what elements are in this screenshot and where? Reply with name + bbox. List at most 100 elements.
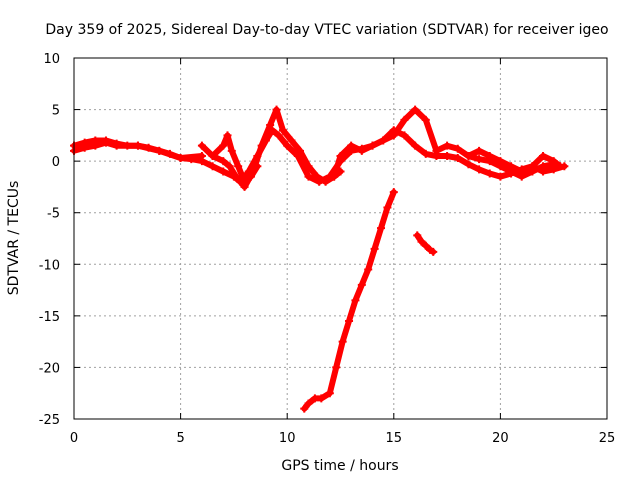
data-point [539,151,548,160]
data-point [223,131,232,140]
data-point [357,146,366,155]
data-point [485,157,494,166]
data-point [219,167,228,176]
data-point [517,172,526,181]
data-point [443,151,452,160]
data-point [234,162,243,171]
data-point [368,141,377,150]
data-point [453,154,462,163]
axis-ticks: 0 5 10 15 20 25 -25 -20 -15 -10 -5 0 5 10 [39,52,616,446]
data-point [389,131,398,140]
data-point [421,241,430,250]
y-tick-label: -10 [39,258,60,273]
data-point [155,146,164,155]
data-point [208,162,217,171]
data-point [112,141,121,150]
data-point [338,337,347,346]
data-point [413,231,422,240]
data-point [257,141,266,150]
data-point [443,141,452,150]
data-point [274,131,283,140]
data-point [253,162,262,171]
data-point [101,138,110,147]
data-point [432,146,441,155]
data-point [453,144,462,153]
y-tick-label: 5 [52,104,60,119]
data-point [283,141,292,150]
data-point [304,399,313,408]
data-point [411,141,420,150]
data-point [325,389,334,398]
data-point [539,162,548,171]
data-point [475,165,484,174]
data-point [304,162,313,171]
data-point [475,146,484,155]
data-point [429,247,438,256]
series-sat-f [465,153,564,180]
data-point [421,115,430,124]
data-point [411,105,420,114]
data-point [421,149,430,158]
x-tick-label: 15 [386,431,403,446]
data-point [507,167,516,176]
data-point [304,172,313,181]
data-point [321,177,330,186]
data-point [295,146,304,155]
data-point [549,160,558,169]
data-point [464,151,473,160]
data-point [400,115,409,124]
data-point [246,172,255,181]
data-point [370,244,379,253]
data-point [278,126,287,135]
data-point [556,162,565,171]
data-point [496,162,505,171]
x-tick-label: 0 [70,431,78,446]
data-point [364,265,373,274]
chart-title: Day 359 of 2025, Sidereal Day-to-day VTE… [45,22,608,38]
data-series [70,105,569,413]
plot-frame [73,57,608,420]
y-tick-label: -5 [47,207,60,222]
data-point [80,143,89,152]
data-point [383,203,392,212]
y-tick-label: -20 [39,361,60,376]
data-point [313,172,322,181]
grid [74,58,607,419]
data-point [227,146,236,155]
data-point [133,141,142,150]
data-point [219,141,228,150]
x-tick-label: 10 [279,431,296,446]
data-point [240,177,249,186]
data-point [266,121,275,130]
data-point [345,317,354,326]
y-tick-label: -25 [39,413,60,428]
data-point [219,157,228,166]
x-tick-label: 20 [492,431,509,446]
y-tick-label: 10 [43,52,60,67]
data-point [232,172,241,181]
data-point [197,151,206,160]
data-point [357,280,366,289]
data-point [300,404,309,413]
data-point [336,151,345,160]
data-point [464,160,473,169]
data-point [347,141,356,150]
data-point [417,237,426,246]
data-point [272,105,281,114]
x-tick-label: 25 [599,431,616,446]
y-tick-label: -15 [39,310,60,325]
data-point [330,172,339,181]
data-point [317,394,326,403]
data-point [377,224,386,233]
y-axis-label: SDTVAR / TECUs [6,181,22,296]
x-axis-label: GPS time / hours [281,458,398,474]
data-point [332,363,341,372]
data-point [475,155,484,164]
data-point [208,151,217,160]
data-point [225,162,234,171]
data-point [176,154,185,163]
data-point [379,136,388,145]
data-point [400,131,409,140]
data-point [485,169,494,178]
x-tick-label: 5 [176,431,184,446]
